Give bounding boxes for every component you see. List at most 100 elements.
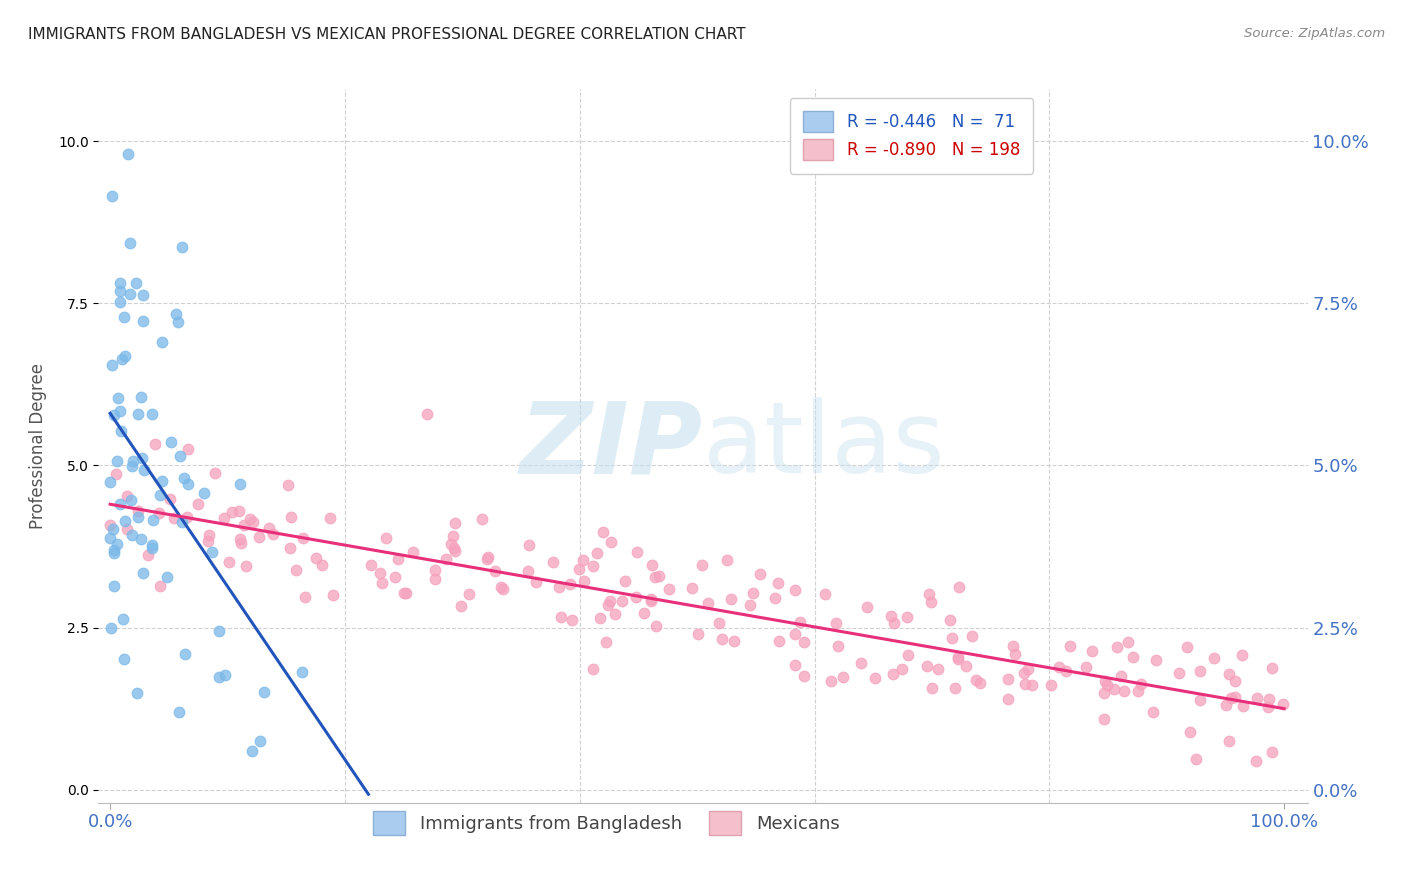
Point bbox=[1054, 665, 1077, 679]
Point bbox=[305, 550, 328, 565]
Point bbox=[214, 667, 236, 681]
Point bbox=[177, 442, 200, 456]
Point bbox=[239, 512, 262, 526]
Point bbox=[292, 531, 315, 545]
Point bbox=[589, 610, 612, 624]
Point bbox=[392, 586, 415, 600]
Point bbox=[120, 492, 142, 507]
Point bbox=[100, 532, 122, 546]
Point bbox=[1094, 673, 1116, 688]
Point bbox=[1188, 693, 1211, 707]
Point bbox=[100, 475, 122, 489]
Point bbox=[105, 537, 128, 551]
Point bbox=[1126, 684, 1149, 698]
Point bbox=[197, 533, 219, 548]
Point bbox=[831, 670, 853, 684]
Point bbox=[879, 609, 901, 624]
Point bbox=[142, 513, 165, 527]
Point bbox=[187, 497, 209, 511]
Point bbox=[450, 599, 472, 613]
Point bbox=[100, 621, 122, 635]
Point bbox=[121, 458, 143, 473]
Y-axis label: Professional Degree: Professional Degree bbox=[30, 363, 46, 529]
Point bbox=[920, 594, 942, 608]
Point bbox=[425, 572, 447, 586]
Point bbox=[697, 596, 720, 610]
Point bbox=[208, 670, 231, 684]
Point bbox=[132, 288, 155, 302]
Point bbox=[658, 582, 681, 596]
Point bbox=[150, 475, 173, 489]
Point bbox=[855, 600, 877, 615]
Point bbox=[969, 676, 991, 690]
Point bbox=[98, 518, 121, 533]
Point bbox=[104, 467, 127, 481]
Point bbox=[1001, 639, 1024, 653]
Point bbox=[167, 315, 190, 329]
Point bbox=[229, 476, 252, 491]
Point bbox=[101, 358, 124, 372]
Point bbox=[1130, 677, 1153, 691]
Point bbox=[1014, 666, 1036, 681]
Point bbox=[197, 528, 219, 542]
Point bbox=[218, 555, 240, 569]
Point bbox=[108, 497, 131, 511]
Point bbox=[484, 564, 506, 578]
Point bbox=[193, 485, 215, 500]
Point bbox=[132, 566, 155, 581]
Point bbox=[1047, 659, 1070, 673]
Point bbox=[633, 606, 655, 620]
Point bbox=[938, 613, 960, 627]
Point bbox=[1109, 669, 1132, 683]
Point bbox=[1092, 685, 1115, 699]
Point bbox=[434, 552, 457, 566]
Point bbox=[1178, 724, 1201, 739]
Point bbox=[111, 351, 134, 366]
Point bbox=[148, 578, 170, 592]
Point bbox=[640, 591, 662, 606]
Point bbox=[882, 667, 904, 681]
Point bbox=[242, 515, 264, 529]
Point bbox=[582, 662, 605, 676]
Point bbox=[114, 515, 136, 529]
Point bbox=[117, 489, 139, 503]
Point bbox=[201, 545, 224, 559]
Point bbox=[720, 591, 742, 606]
Text: ZIP: ZIP bbox=[520, 398, 703, 494]
Point bbox=[517, 538, 540, 552]
Point bbox=[1184, 752, 1206, 766]
Point bbox=[1189, 664, 1212, 678]
Point bbox=[322, 588, 344, 602]
Point bbox=[572, 574, 595, 589]
Point bbox=[235, 558, 257, 573]
Point bbox=[943, 681, 966, 695]
Point bbox=[1114, 684, 1136, 698]
Point bbox=[176, 509, 198, 524]
Point bbox=[103, 543, 125, 558]
Point bbox=[169, 449, 191, 463]
Point bbox=[444, 516, 467, 530]
Point bbox=[368, 566, 391, 580]
Point bbox=[581, 559, 603, 574]
Point bbox=[558, 577, 581, 591]
Legend: Immigrants from Bangladesh, Mexicans: Immigrants from Bangladesh, Mexicans bbox=[364, 803, 849, 844]
Point bbox=[1122, 650, 1144, 665]
Point bbox=[228, 504, 250, 518]
Point bbox=[247, 530, 270, 544]
Point bbox=[1261, 745, 1284, 759]
Point bbox=[159, 435, 181, 450]
Point bbox=[115, 523, 138, 537]
Point bbox=[103, 546, 125, 560]
Point bbox=[108, 284, 131, 298]
Point bbox=[103, 579, 125, 593]
Point bbox=[1116, 635, 1139, 649]
Point bbox=[425, 563, 447, 577]
Point bbox=[763, 591, 786, 605]
Point bbox=[917, 658, 939, 673]
Point bbox=[249, 734, 271, 748]
Point bbox=[221, 505, 243, 519]
Point bbox=[471, 511, 494, 525]
Point bbox=[136, 549, 159, 563]
Point bbox=[311, 558, 333, 572]
Point bbox=[921, 681, 943, 696]
